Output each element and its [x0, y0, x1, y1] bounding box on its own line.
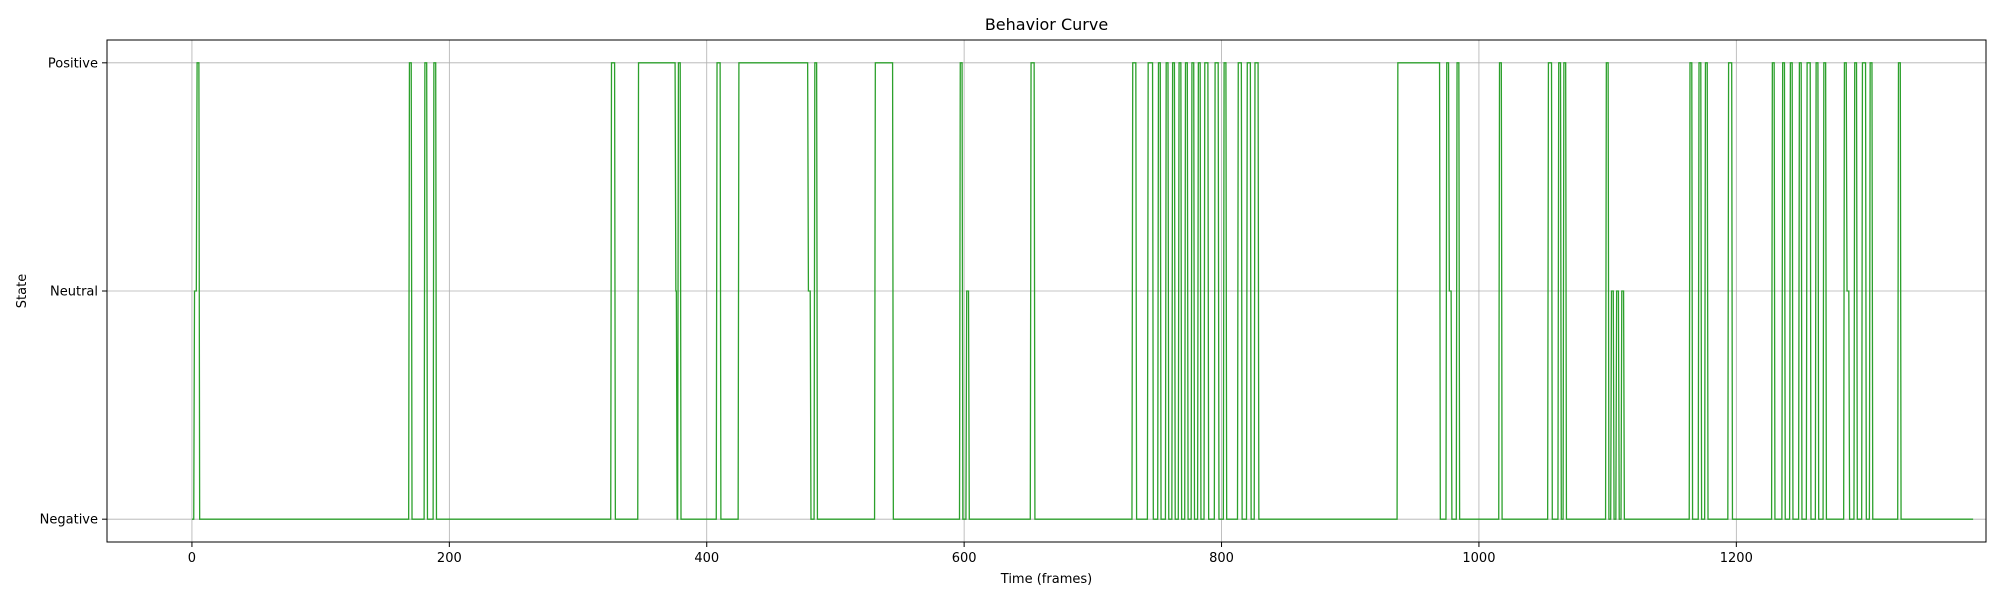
chart-title: Behavior Curve [985, 15, 1108, 34]
x-tick-label: 600 [952, 551, 977, 566]
x-tick-label: 800 [1209, 551, 1234, 566]
y-tick-label: Positive [48, 56, 98, 71]
y-tick-label: Neutral [50, 285, 98, 300]
x-tick-label: 200 [437, 551, 462, 566]
x-tick-label: 400 [694, 551, 719, 566]
x-tick-label: 0 [188, 551, 196, 566]
x-axis-label: Time (frames) [1000, 572, 1092, 587]
tick-marks [102, 62, 1737, 547]
x-tick-label: 1200 [1720, 551, 1753, 566]
plot-area [191, 62, 1974, 520]
y-axis-label: State [15, 274, 30, 308]
x-tick-label: 1000 [1462, 551, 1495, 566]
behavior-series-line [191, 62, 1974, 520]
y-tick-label: Negative [40, 513, 98, 528]
